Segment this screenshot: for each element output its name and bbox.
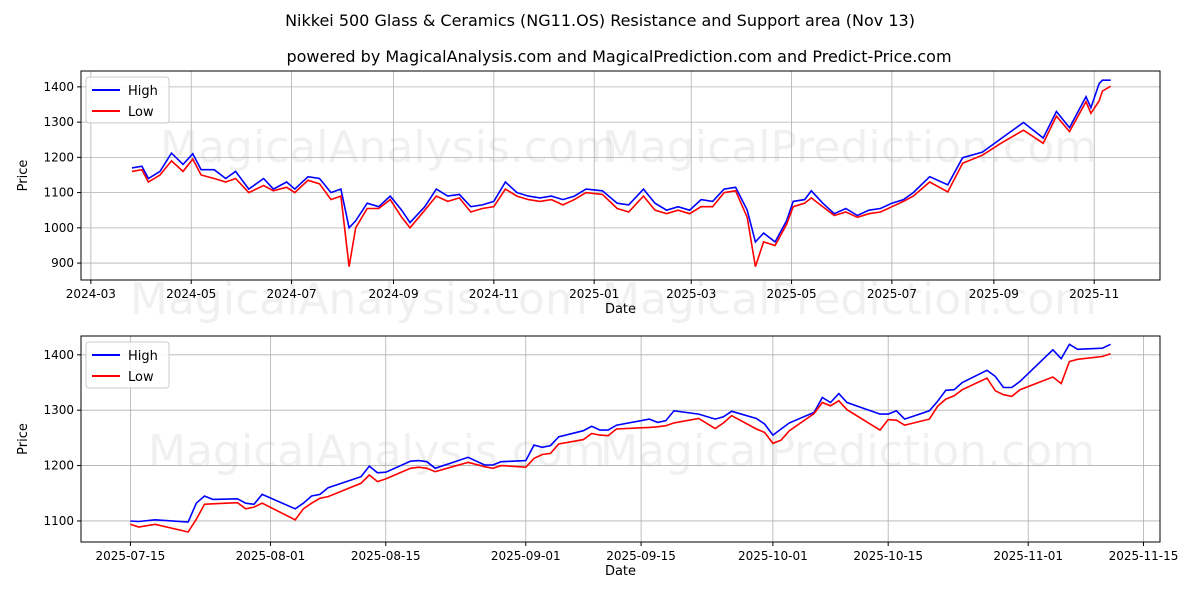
y-tick-label: 1000	[43, 221, 74, 235]
y-tick-label: 1400	[43, 348, 74, 362]
watermark-text: MagicalPrediction.com	[602, 274, 1097, 325]
x-tick-label: 2025-01	[569, 287, 619, 301]
legend-label-high: High	[128, 84, 158, 99]
watermark-text: MagicalAnalysis.com	[130, 274, 588, 325]
chart-subtitle: powered by MagicalAnalysis.com and Magic…	[286, 47, 951, 66]
x-tick-label: 2025-07	[867, 287, 917, 301]
x-tick-label: 2025-09-01	[491, 549, 561, 563]
chart-title: Nikkei 500 Glass & Ceramics (NG11.OS) Re…	[285, 11, 915, 30]
plot-frame	[80, 335, 1161, 543]
high-series-line	[130, 343, 1111, 523]
y-tick-label: 1100	[43, 514, 74, 528]
high-series-line	[131, 79, 1111, 244]
x-axis-label: Date	[605, 564, 636, 579]
x-tick-label: 2025-09-15	[606, 549, 676, 563]
x-tick-label: 2025-08-15	[351, 549, 421, 563]
x-tick-label: 2025-10-15	[853, 549, 923, 563]
y-tick-label: 1300	[43, 115, 74, 129]
y-axis-label: Price	[16, 423, 31, 455]
watermark-text: MagicalAnalysis.com	[160, 122, 618, 173]
x-tick-label: 2025-10-01	[738, 549, 808, 563]
x-tick-label: 2025-11-15	[1109, 549, 1179, 563]
x-tick-label: 2025-11	[1069, 287, 1119, 301]
x-tick-label: 2025-05	[766, 287, 816, 301]
legend: High Low	[85, 341, 170, 389]
legend-label-high: High	[128, 349, 158, 364]
x-tick-label: 2024-07	[266, 287, 316, 301]
x-tick-label: 2025-03	[666, 287, 716, 301]
y-tick-label: 1100	[43, 186, 74, 200]
y-tick-label: 1200	[43, 459, 74, 473]
x-tick-label: 2025-09	[969, 287, 1019, 301]
x-tick-label: 2024-11	[469, 287, 519, 301]
y-axis-label: Price	[16, 160, 31, 192]
x-tick-label: 2024-09	[368, 287, 418, 301]
x-tick-label: 2025-07-15	[96, 549, 166, 563]
legend: High Low	[85, 76, 170, 124]
watermark-text: MagicalPrediction.com	[600, 426, 1095, 477]
y-tick-label: 1300	[43, 403, 74, 417]
plot-1: MagicalAnalysis.comMagicalPrediction.com…	[16, 70, 1161, 325]
x-axis-label: Date	[605, 302, 636, 317]
watermark-text: MagicalPrediction.com	[602, 122, 1097, 173]
watermark-text: MagicalAnalysis.com	[148, 426, 606, 477]
low-series-line	[131, 85, 1112, 267]
x-tick-label: 2025-11-01	[993, 549, 1063, 563]
plot-2: MagicalAnalysis.comMagicalPrediction.com…	[16, 335, 1179, 579]
x-tick-label: 2025-08-01	[236, 549, 306, 563]
plot-frame	[80, 70, 1161, 281]
x-tick-label: 2024-05	[166, 287, 216, 301]
y-tick-label: 1400	[43, 80, 74, 94]
legend-label-low: Low	[128, 105, 154, 120]
y-tick-label: 1200	[43, 150, 74, 164]
low-series-line	[130, 352, 1111, 533]
y-tick-label: 900	[51, 256, 74, 270]
legend-label-low: Low	[128, 370, 154, 385]
x-tick-label: 2024-03	[66, 287, 116, 301]
